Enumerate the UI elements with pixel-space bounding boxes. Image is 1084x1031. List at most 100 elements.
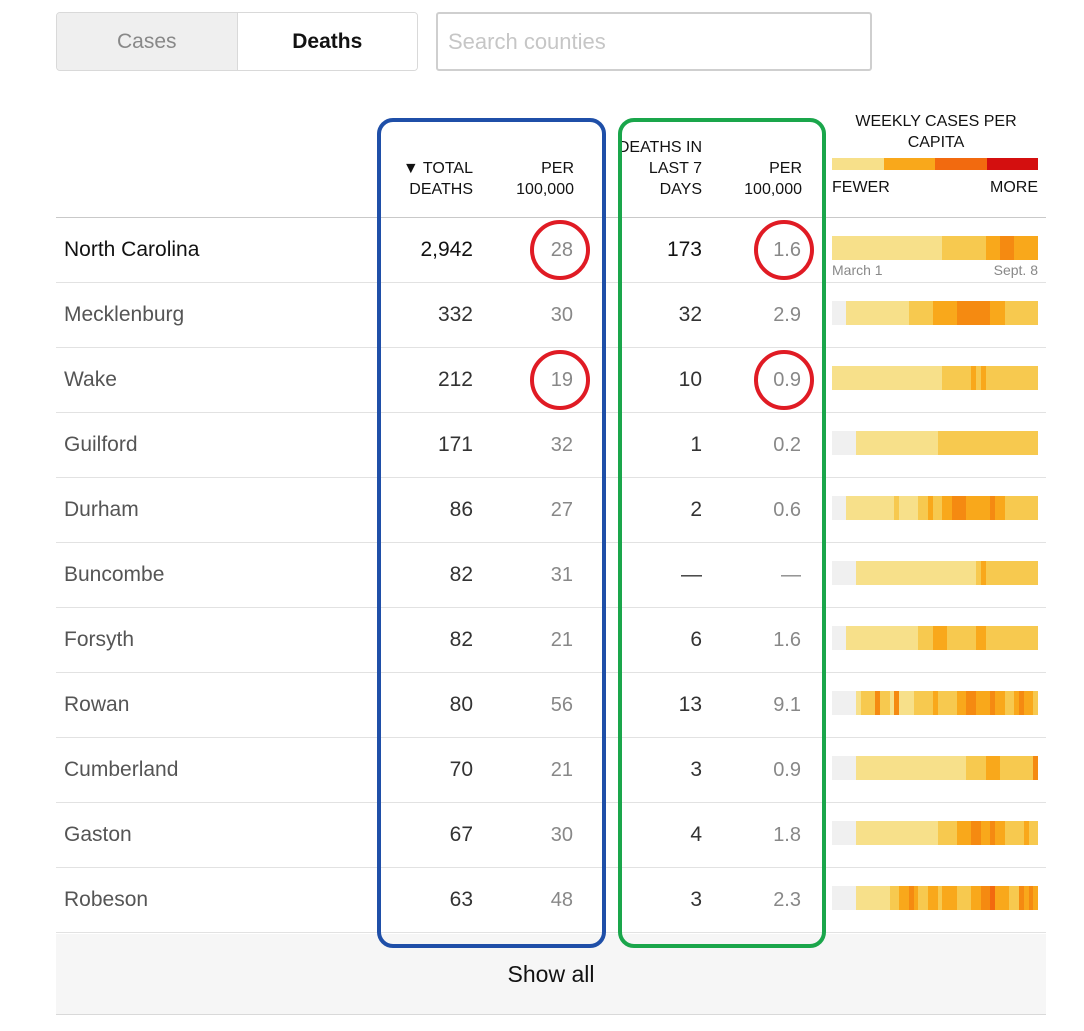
sparkline-week xyxy=(879,496,885,520)
sparkline-week xyxy=(908,561,914,585)
sparkline-week xyxy=(841,561,847,585)
sparkline-week xyxy=(956,756,962,780)
sparkline-week xyxy=(1023,496,1029,520)
sparkline-week xyxy=(1019,756,1024,780)
per-100k-cell: 28 xyxy=(550,239,573,261)
sparkline-week xyxy=(918,756,924,780)
sparkline-week xyxy=(903,236,909,260)
table-row[interactable]: Gaston 67 30 4 1.8 xyxy=(56,803,1046,868)
sparkline-week xyxy=(918,496,924,520)
show-all-button[interactable]: Show all xyxy=(56,934,1046,1015)
sparkline-week xyxy=(937,756,943,780)
sparkline-week xyxy=(884,236,890,260)
sparkline-week xyxy=(1023,691,1029,715)
sparkline-week xyxy=(942,496,948,520)
sparkline-week xyxy=(841,366,847,390)
sparkline-week xyxy=(971,756,976,780)
per-100k-header[interactable]: PER 100,000 xyxy=(516,160,574,198)
sparkline-week xyxy=(956,691,962,715)
sparkline-week xyxy=(894,691,900,715)
deaths-tab[interactable]: Deaths xyxy=(236,13,417,70)
sparkline-week xyxy=(836,691,842,715)
sparkline-week xyxy=(889,496,895,520)
sparkline-week xyxy=(932,886,938,910)
sparkline-week xyxy=(913,886,919,910)
sparkline-week xyxy=(956,496,962,520)
table-row[interactable]: Mecklenburg 332 30 32 2.9 xyxy=(56,283,1046,348)
total-deaths-header[interactable]: ▼ TOTAL DEATHS xyxy=(402,160,473,198)
deaths-last-7-cell: 173 xyxy=(666,238,702,261)
sparkline-week xyxy=(870,301,876,325)
sparkline-week xyxy=(846,821,852,845)
sparkline-week xyxy=(855,496,861,520)
sparkline-week xyxy=(999,431,1005,455)
sparkline-week xyxy=(932,236,938,260)
sparkline-week xyxy=(999,756,1005,780)
sparkline-week xyxy=(903,431,909,455)
sparkline-week xyxy=(875,756,880,780)
sparkline-week xyxy=(947,431,952,455)
per-100k-7-days-header[interactable]: PER 100,000 xyxy=(744,160,802,198)
cases-tab[interactable]: Cases xyxy=(57,13,237,70)
deaths-last-7-cell: 2 xyxy=(690,498,702,521)
sparkline-week xyxy=(1028,236,1034,260)
table-row[interactable]: Guilford 171 32 1 0.2 xyxy=(56,413,1046,478)
sparkline-week xyxy=(1033,431,1039,455)
sparkline-week xyxy=(923,496,928,520)
per-100k-7-cell: 0.9 xyxy=(773,759,801,781)
table-row[interactable]: Buncombe 82 31 — — xyxy=(56,543,1046,608)
table-row[interactable]: Wake 212 19 10 0.9 xyxy=(56,348,1046,413)
sparkline-week xyxy=(860,496,866,520)
sparkline-week xyxy=(1014,626,1020,650)
table-row[interactable]: Rowan 80 56 13 9.1 xyxy=(56,673,1046,738)
table-row[interactable]: Forsyth 82 21 6 1.6 xyxy=(56,608,1046,673)
sparkline-week xyxy=(1004,561,1010,585)
sparkline-week xyxy=(832,886,837,910)
sparkline-week xyxy=(999,886,1005,910)
weekly-cases-sparkline xyxy=(832,496,1039,520)
sparkline-week xyxy=(913,366,919,390)
sparkline-week xyxy=(990,366,996,390)
search-counties-input[interactable] xyxy=(436,12,872,71)
sparkline-week xyxy=(975,626,981,650)
sparkline-week xyxy=(947,756,952,780)
sparkline-week xyxy=(889,366,895,390)
sparkline-week xyxy=(980,886,986,910)
sparkline-week xyxy=(918,626,924,650)
sparkline-week xyxy=(875,626,880,650)
sparkline-week xyxy=(1033,886,1039,910)
sparkline-week xyxy=(980,236,986,260)
sparkline-week xyxy=(1023,236,1029,260)
sparkline-week xyxy=(851,691,856,715)
sparkline-week xyxy=(927,236,933,260)
sparkline-week xyxy=(942,236,948,260)
table-row[interactable]: Robeson 63 48 3 2.3 xyxy=(56,868,1046,933)
sparkline-week xyxy=(985,626,991,650)
sparkline-week xyxy=(975,821,981,845)
weekly-cases-sparkline xyxy=(832,886,1039,910)
weekly-cases-header: WEEKLY CASES PER CAPITA xyxy=(855,113,1017,151)
table-row[interactable]: North Carolina 2,942 28 173 1.6 March 1 S… xyxy=(56,218,1046,283)
sparkline-week xyxy=(971,691,976,715)
sparkline-week xyxy=(975,431,981,455)
sparkline-week xyxy=(870,236,876,260)
row-name: Cumberland xyxy=(64,758,179,781)
weekly-cases-sparkline xyxy=(832,691,1039,715)
sparkline-week xyxy=(923,236,928,260)
sparkline-week xyxy=(889,691,895,715)
table-row[interactable]: Durham 86 27 2 0.6 xyxy=(56,478,1046,543)
sparkline-week xyxy=(927,496,933,520)
sparkline-week xyxy=(966,886,972,910)
deaths-last-7-days-header[interactable]: DEATHS IN LAST 7 DAYS xyxy=(617,139,702,198)
sparkline-week xyxy=(995,301,1000,325)
per-100k-7-cell: 1.6 xyxy=(773,239,801,261)
sparkline-week xyxy=(851,366,856,390)
sparkline-week xyxy=(908,756,914,780)
table-row[interactable]: Cumberland 70 21 3 0.9 xyxy=(56,738,1046,803)
sparkline-week xyxy=(1033,756,1039,780)
header-divider xyxy=(56,217,1046,218)
sparkline-week xyxy=(870,756,876,780)
sparkline-week xyxy=(879,366,885,390)
sparkline-week xyxy=(889,301,895,325)
sparkline-week xyxy=(1033,821,1039,845)
